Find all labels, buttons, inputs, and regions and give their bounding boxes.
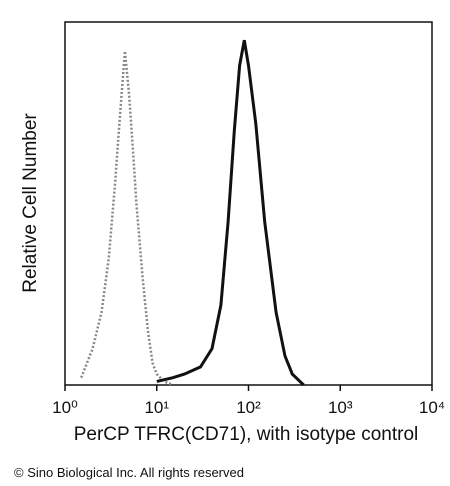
x-tick-label: 10⁴ bbox=[419, 398, 445, 417]
x-tick-label: 10³ bbox=[328, 398, 353, 417]
x-tick-label: 10¹ bbox=[144, 398, 169, 417]
y-axis-label: Relative Cell Number bbox=[20, 113, 41, 293]
chart: PerCP TFRC(CD71), with isotype control R… bbox=[20, 21, 445, 445]
x-axis-label: PerCP TFRC(CD71), with isotype control bbox=[74, 424, 419, 445]
x-tick-label: 10⁰ bbox=[52, 398, 78, 417]
histogram-line bbox=[156, 39, 305, 387]
x-tick-label: 10² bbox=[236, 398, 261, 417]
histogram-line bbox=[80, 50, 174, 387]
footer: © Sino Biological Inc. All rights reserv… bbox=[14, 465, 244, 480]
